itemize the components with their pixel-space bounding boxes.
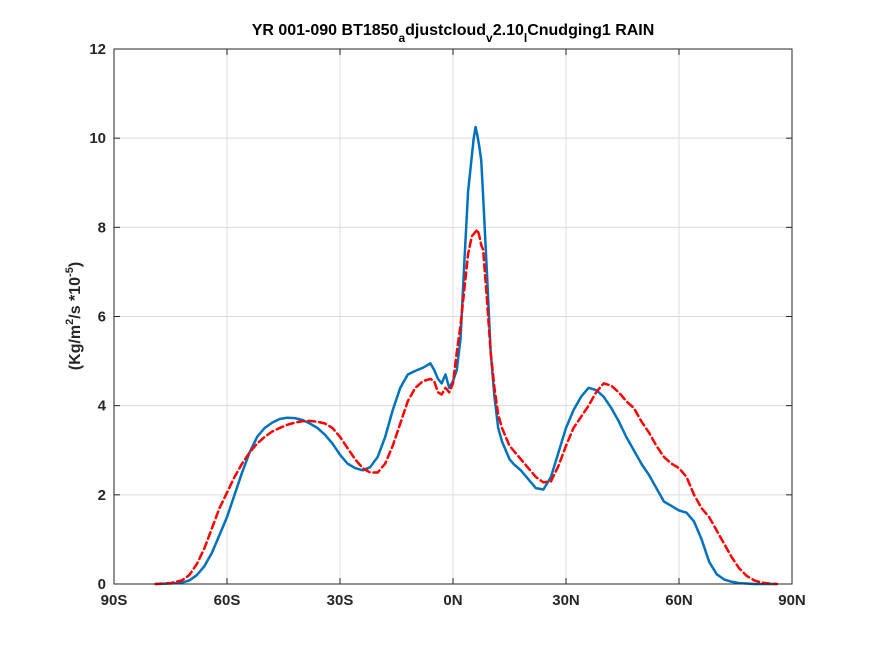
x-tick-label: 30N [552, 592, 580, 609]
axis-ticks [113, 48, 793, 585]
x-tick-label: 30S [327, 592, 354, 609]
y-axis-label: (Kg/m2/s *10-5) [64, 262, 84, 370]
y-tick-label: 4 [98, 398, 107, 415]
y-tick-label: 8 [98, 219, 106, 236]
y-tick-labels: 0 2 4 6 8 10 12 [89, 41, 106, 593]
y-tick-label: 6 [98, 309, 106, 326]
title-part: v [486, 31, 493, 45]
chart-title: YR 001-090 BT1850adjustcloudv2.10lCnudgi… [252, 22, 655, 45]
y-tick-label: 2 [98, 487, 106, 504]
x-tick-label: 60N [665, 592, 693, 609]
title-part: l [524, 31, 527, 45]
series-line-2 [154, 228, 779, 586]
title-part: Cnudging1 RAIN [527, 22, 654, 39]
title-part: 2.10 [493, 22, 524, 39]
y-tick-label: 0 [98, 576, 106, 593]
series-lines [154, 125, 779, 586]
y-tick-label: 12 [89, 41, 106, 58]
x-tick-label: 60S [214, 592, 241, 609]
title-part: djustcloud [405, 22, 486, 39]
x-tick-label: 0N [443, 592, 462, 609]
x-tick-label: 90N [778, 592, 806, 609]
title-part: YR 001-090 BT1850 [252, 22, 399, 39]
title-part: a [398, 31, 405, 45]
series-line-1 [154, 125, 779, 586]
x-tick-label: 90S [101, 592, 128, 609]
ylabel-part: 2 [64, 319, 76, 325]
ylabel-part: (Kg/m [67, 325, 84, 370]
ylabel-part: /s *10 [67, 277, 84, 319]
ylabel-part: -5 [64, 267, 76, 277]
x-tick-labels: 90S 60S 30S 0N 30N 60N 90N [101, 592, 806, 609]
ylabel-part: ) [67, 262, 84, 267]
y-tick-label: 10 [89, 130, 106, 147]
